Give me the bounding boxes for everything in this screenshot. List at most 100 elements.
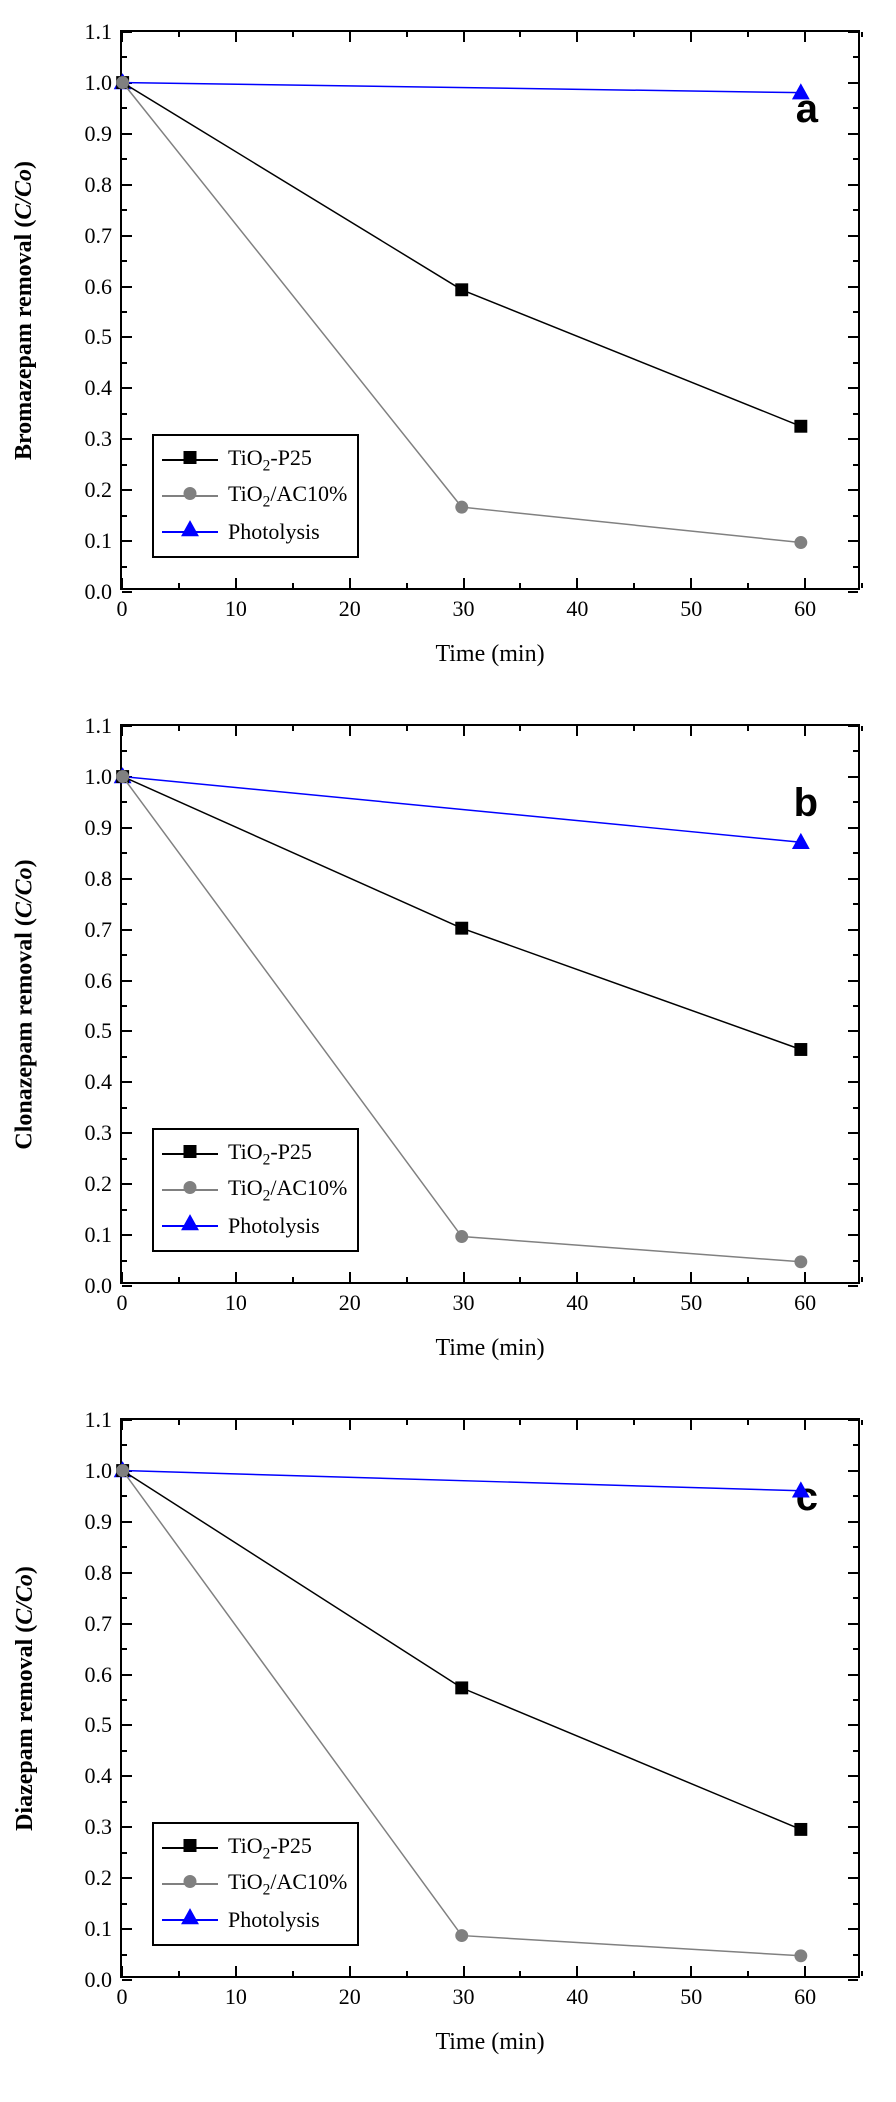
ytick-label: 0.7 (85, 917, 113, 943)
ytick-label: 0.2 (85, 477, 113, 503)
series-line-tio2_p25 (123, 83, 801, 427)
series-marker-tio2_p25 (456, 284, 468, 296)
xtick-label: 10 (225, 1290, 247, 1316)
ytick-label: 0.8 (85, 866, 113, 892)
x-axis-label: Time (min) (120, 641, 860, 668)
ytick-label: 0.9 (85, 1509, 113, 1535)
legend-label: TiO2/AC10% (228, 1869, 347, 1899)
ytick-label: 0.4 (85, 1763, 113, 1789)
xtick-label: 50 (680, 1984, 702, 2010)
ytick-label: 0.6 (85, 274, 113, 300)
series-marker-tio2_ac10 (456, 1930, 468, 1942)
xtick-label: 20 (339, 596, 361, 622)
legend: TiO2-P25TiO2/AC10% Photolysis (152, 434, 359, 558)
plot-area: 0.00.10.20.30.40.50.60.70.80.91.01.10102… (120, 1418, 860, 1978)
xtick-label: 20 (339, 1984, 361, 2010)
ytick-label: 0.9 (85, 121, 113, 147)
chart-panel-c: Diazepam removal (C/Co) 0.00.10.20.30.40.… (10, 1398, 886, 2078)
xtick-label: 50 (680, 1290, 702, 1316)
xtick-label: 0 (117, 596, 128, 622)
ytick-label: 0.0 (85, 1273, 113, 1299)
ytick-label: 0.4 (85, 375, 113, 401)
xtick-label: 60 (794, 1290, 816, 1316)
xtick-label: 40 (566, 1290, 588, 1316)
chart-panel-a: Bromazepam removal (C/Co)0.00.10.20.30.4… (10, 10, 886, 690)
y-axis-label: Clonazepam removal (C/Co) (10, 704, 40, 1304)
legend-label: TiO2/AC10% (228, 481, 347, 511)
plot-area: 0.00.10.20.30.40.50.60.70.80.91.01.10102… (120, 724, 860, 1284)
xtick-label: 40 (566, 1984, 588, 2010)
legend-entry: TiO2-P25 (162, 1830, 347, 1866)
series-marker-photolysis (793, 1482, 809, 1497)
ytick-label: 0.1 (85, 528, 113, 554)
xtick-label: 0 (117, 1984, 128, 2010)
series-marker-tio2_ac10 (795, 1256, 807, 1268)
series-marker-photolysis (793, 84, 809, 99)
ytick-label: 1.1 (85, 713, 113, 739)
legend-label: TiO2/AC10% (228, 1175, 347, 1205)
plot-area: 0.00.10.20.30.40.50.60.70.80.91.01.10102… (120, 30, 860, 590)
xtick-label: 30 (453, 596, 475, 622)
y-axis-label: Bromazepam removal (C/Co) (10, 10, 40, 610)
legend-entry: TiO2-P25 (162, 442, 347, 478)
ytick-label: 0.9 (85, 815, 113, 841)
y-axis-label: Diazepam removal (C/Co) (10, 1398, 40, 1998)
x-axis-label: Time (min) (120, 1335, 860, 1362)
series-line-tio2_p25 (123, 1471, 801, 1830)
series-marker-tio2_ac10 (456, 1231, 468, 1243)
series-marker-tio2_ac10 (117, 77, 129, 89)
ytick-label: 0.3 (85, 1814, 113, 1840)
ytick-label: 0.0 (85, 1967, 113, 1993)
ytick-label: 0.6 (85, 1662, 113, 1688)
xtick-label: 40 (566, 596, 588, 622)
ytick-label: 0.3 (85, 426, 113, 452)
ytick-label: 0.8 (85, 172, 113, 198)
series-line-tio2_p25 (123, 777, 801, 1050)
legend-label: Photolysis (228, 1213, 320, 1239)
series-marker-tio2_p25 (456, 922, 468, 934)
series-marker-tio2_ac10 (117, 1465, 129, 1477)
legend-entry: TiO2-P25 (162, 1136, 347, 1172)
series-line-photolysis (123, 1471, 801, 1491)
legend-entry: Photolysis (162, 514, 347, 550)
ytick-label: 0.2 (85, 1865, 113, 1891)
legend-entry: Photolysis (162, 1902, 347, 1938)
chart-panel-b: Clonazepam removal (C/Co) 0.00.10.20.30.4… (10, 704, 886, 1384)
series-marker-tio2_p25 (456, 1682, 468, 1694)
ytick-label: 0.2 (85, 1171, 113, 1197)
legend-label: Photolysis (228, 519, 320, 545)
ytick-label: 0.7 (85, 223, 113, 249)
series-line-photolysis (123, 83, 801, 93)
xtick-label: 10 (225, 1984, 247, 2010)
ytick-label: 1.0 (85, 1458, 113, 1484)
ytick-label: 0.5 (85, 1018, 113, 1044)
ytick-label: 1.1 (85, 19, 113, 45)
legend-entry: TiO2/AC10% (162, 478, 347, 514)
x-axis-label: Time (min) (120, 2029, 860, 2056)
ytick-label: 0.6 (85, 968, 113, 994)
legend: TiO2-P25TiO2/AC10% Photolysis (152, 1128, 359, 1252)
ytick-label: 1.1 (85, 1407, 113, 1433)
xtick-label: 60 (794, 596, 816, 622)
ytick-label: 0.5 (85, 324, 113, 350)
xtick-label: 30 (453, 1290, 475, 1316)
ytick-label: 0.7 (85, 1611, 113, 1637)
series-marker-tio2_ac10 (117, 771, 129, 783)
series-marker-tio2_ac10 (795, 1950, 807, 1962)
ytick-label: 1.0 (85, 764, 113, 790)
ytick-label: 0.8 (85, 1560, 113, 1586)
series-marker-tio2_p25 (795, 1044, 807, 1056)
xtick-label: 60 (794, 1984, 816, 2010)
ytick-label: 1.0 (85, 70, 113, 96)
ytick-label: 0.5 (85, 1712, 113, 1738)
xtick-label: 50 (680, 596, 702, 622)
legend: TiO2-P25TiO2/AC10% Photolysis (152, 1822, 359, 1946)
ytick-label: 0.3 (85, 1120, 113, 1146)
legend-label: Photolysis (228, 1907, 320, 1933)
series-marker-tio2_p25 (795, 1823, 807, 1835)
xtick-label: 10 (225, 596, 247, 622)
xtick-label: 20 (339, 1290, 361, 1316)
ytick-label: 0.0 (85, 579, 113, 605)
legend-entry: TiO2/AC10% (162, 1866, 347, 1902)
legend-entry: Photolysis (162, 1208, 347, 1244)
